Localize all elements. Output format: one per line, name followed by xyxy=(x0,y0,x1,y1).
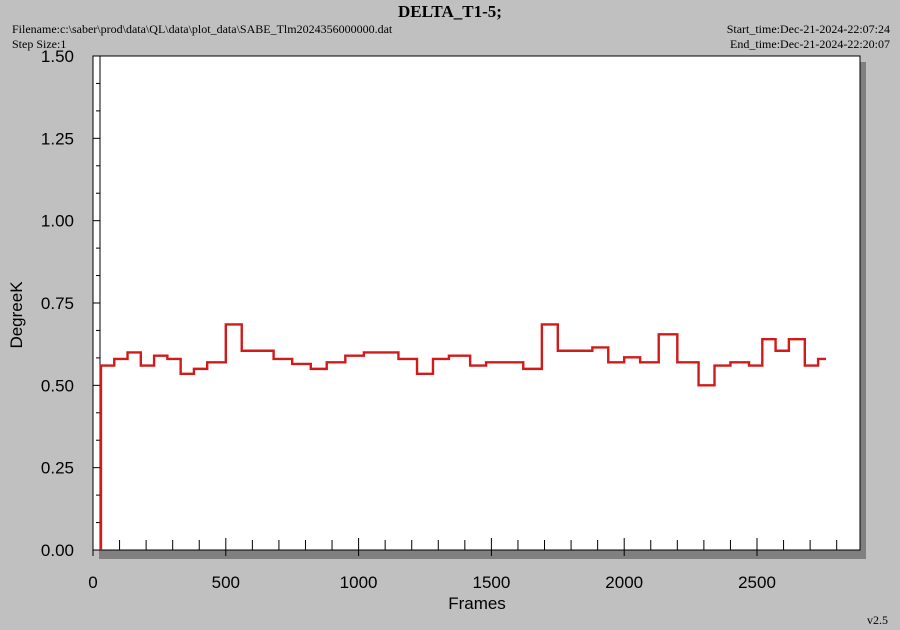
x-tick-label: 2000 xyxy=(605,573,643,592)
series-line xyxy=(99,323,827,550)
end-time-label: End_time:Dec-21-2024-22:20:07 xyxy=(730,37,890,51)
y-tick-label: 1.25 xyxy=(41,129,74,148)
start-time-label: Start_time:Dec-21-2024-22:07:24 xyxy=(726,22,890,36)
chart-title: DELTA_T1-5; xyxy=(398,2,502,21)
y-axis-label: DegreeK xyxy=(7,281,26,349)
y-tick-label: 0.75 xyxy=(41,294,74,313)
step-size-label: Step Size:1 xyxy=(12,37,67,51)
x-tick-label: 500 xyxy=(212,573,240,592)
series-group xyxy=(99,323,827,550)
x-axis-label: Frames xyxy=(448,594,506,613)
x-tick-label: 0 xyxy=(88,573,97,592)
x-tick-label: 1500 xyxy=(472,573,510,592)
x-tick-label: 1000 xyxy=(340,573,378,592)
y-tick-label: 1.50 xyxy=(41,47,74,66)
filename-label: Filename:c:\saber\prod\data\QL\data\plot… xyxy=(12,22,393,36)
y-tick-label: 0.25 xyxy=(41,459,74,478)
y-tick-label: 1.00 xyxy=(41,212,74,231)
y-tick-label: 0.50 xyxy=(41,376,74,395)
plot-area xyxy=(92,55,861,551)
version-label: v2.5 xyxy=(867,613,888,627)
x-tick-label: 2500 xyxy=(738,573,776,592)
y-tick-label: 0.00 xyxy=(41,541,74,560)
y-axis-ticks: 0.00 0.25 0.50 0.75 1.00 1.25 1.50 xyxy=(41,47,100,560)
x-axis-ticks: 0 500 1000 1500 2000 2500 xyxy=(88,538,838,592)
